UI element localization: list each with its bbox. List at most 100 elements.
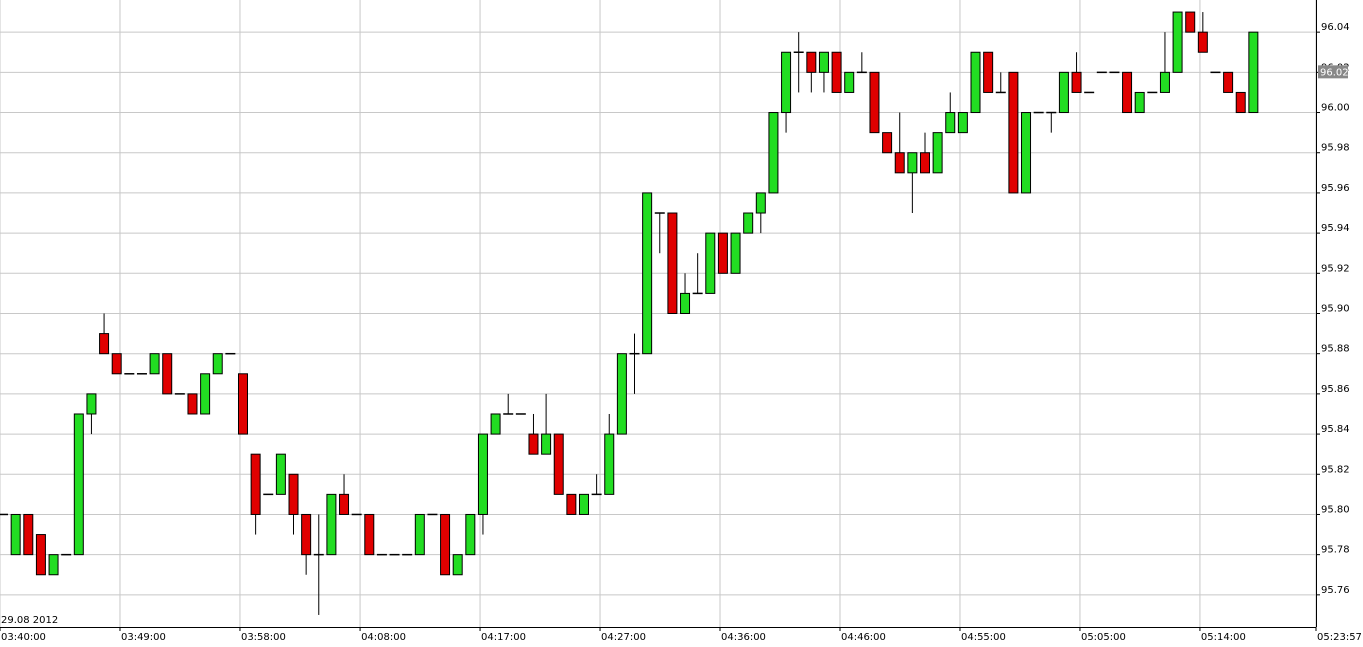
candle-body xyxy=(149,353,160,375)
candles xyxy=(0,11,1259,615)
y-tick-label: 95.78 xyxy=(1321,545,1350,556)
candle-body xyxy=(566,493,577,515)
date-label: 29.08 2012 xyxy=(1,615,58,626)
candle-body xyxy=(831,51,842,93)
last-price-label: 96.02 xyxy=(1320,67,1349,78)
candle-body xyxy=(35,534,46,576)
y-tick-label: 95.88 xyxy=(1321,344,1350,355)
candle-body xyxy=(1235,91,1246,114)
candle-body xyxy=(553,433,564,495)
candle-body xyxy=(806,51,817,73)
candle-body xyxy=(200,373,211,415)
y-tick-label: 95.86 xyxy=(1321,384,1350,395)
x-tick-label: 04:46:00 xyxy=(841,632,886,643)
candle-body xyxy=(781,51,792,114)
candle-body xyxy=(919,152,930,174)
y-tick-label: 95.84 xyxy=(1321,424,1350,435)
x-tick-label: 05:14:00 xyxy=(1201,632,1246,643)
candle-body xyxy=(755,192,766,214)
candle-body xyxy=(48,554,59,576)
candle-body xyxy=(326,493,337,556)
y-tick-label: 95.96 xyxy=(1321,183,1350,194)
candle-body xyxy=(477,433,488,515)
candle-body xyxy=(882,132,893,154)
candle-body xyxy=(465,513,476,556)
candle-body xyxy=(1122,71,1133,114)
candle-body xyxy=(187,393,198,415)
x-tick-label: 05:23:57 xyxy=(1317,632,1362,643)
candle-body xyxy=(1185,11,1196,33)
candle-body xyxy=(869,71,880,134)
candle-body xyxy=(73,413,84,556)
candle-body xyxy=(818,51,829,73)
candle-body xyxy=(528,433,539,455)
candle-body xyxy=(1058,71,1069,114)
candle-body xyxy=(23,513,34,556)
x-tick-label: 03:40:00 xyxy=(1,632,46,643)
y-tick-label: 95.98 xyxy=(1321,143,1350,154)
candle-body xyxy=(844,71,855,93)
candle-body xyxy=(212,353,223,375)
x-tick-label: 05:05:00 xyxy=(1081,632,1126,643)
candle-body xyxy=(111,353,122,375)
candle-body xyxy=(730,232,741,274)
y-tick-label: 95.76 xyxy=(1321,585,1350,596)
candle-body xyxy=(414,513,425,556)
candle-body xyxy=(768,112,779,194)
candle-body xyxy=(86,393,97,415)
y-tick-label: 95.92 xyxy=(1321,263,1350,274)
candle-body xyxy=(680,292,691,314)
candle-body xyxy=(1008,71,1019,194)
candle-body xyxy=(1159,71,1170,93)
x-tick-label: 04:27:00 xyxy=(601,632,646,643)
candle-body xyxy=(10,513,21,556)
candle-body xyxy=(301,513,312,556)
candle-body xyxy=(970,51,981,114)
candle-body xyxy=(945,112,956,134)
last-price-box xyxy=(1318,65,1348,79)
candle-body xyxy=(162,353,173,395)
candle-body xyxy=(894,152,905,174)
candle-body xyxy=(907,152,918,174)
candle-body xyxy=(604,433,615,495)
candle-body xyxy=(99,333,110,355)
candle-body xyxy=(1021,112,1032,194)
candle-body xyxy=(983,51,994,93)
candle-body xyxy=(743,212,754,234)
candle-body xyxy=(275,453,286,495)
x-tick-label: 03:49:00 xyxy=(121,632,166,643)
grid xyxy=(0,0,1317,627)
candle-body xyxy=(667,212,678,314)
candle-body xyxy=(1172,11,1183,73)
x-tick-label: 04:36:00 xyxy=(721,632,766,643)
candle-body xyxy=(288,473,299,515)
candle-body xyxy=(250,453,261,515)
x-tick-label: 04:55:00 xyxy=(961,632,1006,643)
candle-body xyxy=(452,554,463,576)
x-tick-label: 03:58:00 xyxy=(241,632,286,643)
candle-body xyxy=(932,132,943,174)
candle-body xyxy=(541,433,552,455)
candle-body xyxy=(642,192,653,355)
x-tick-label: 04:17:00 xyxy=(481,632,526,643)
candle-body xyxy=(616,353,627,435)
candle-body xyxy=(440,513,451,576)
candle-body xyxy=(490,413,501,435)
y-tick-label: 96.04 xyxy=(1321,22,1350,33)
candle-body xyxy=(237,373,248,435)
y-tick-label: 95.82 xyxy=(1321,464,1350,475)
candle-body xyxy=(957,112,968,134)
y-tick-label: 95.80 xyxy=(1321,504,1350,515)
candle-body xyxy=(578,493,589,515)
candle-body xyxy=(705,232,716,294)
y-tick-label: 95.90 xyxy=(1321,304,1350,315)
candle-body xyxy=(1248,31,1259,114)
candle-body xyxy=(364,513,375,556)
candle-body xyxy=(1134,91,1145,114)
y-tick-label: 95.94 xyxy=(1321,223,1350,234)
y-tick-label: 96.00 xyxy=(1321,103,1350,114)
candle-body xyxy=(717,232,728,274)
candle-body xyxy=(339,493,350,515)
x-tick-label: 04:08:00 xyxy=(361,632,406,643)
